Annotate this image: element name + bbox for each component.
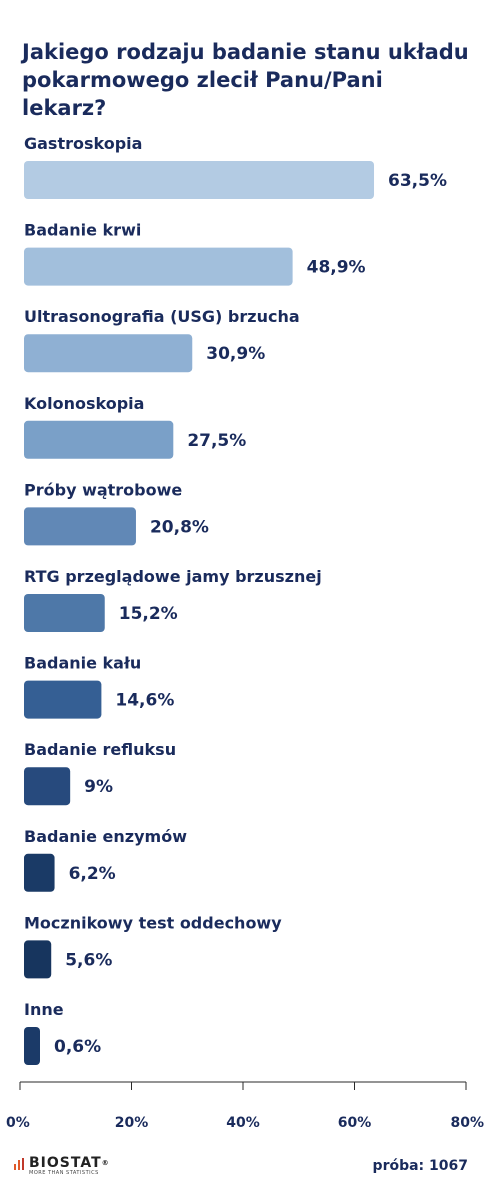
bar [24,767,71,806]
sample-size: próba: 1067 [372,1158,468,1174]
bar-chart: Gastroskopia 63,5% Badanie krwi 48,9% Ultras… [6,134,484,1131]
bar [24,594,105,632]
category-label: Mocznikowy test oddechowy [24,913,282,932]
bar [24,507,136,546]
footer: BIOSTAT® MORE THAN STATISTICS próba: 106… [0,1152,494,1182]
category-label: Badanie refluksu [24,740,176,759]
x-tick-label: 60% [338,1115,372,1131]
brand-registered-mark: ® [101,1159,110,1167]
value-label: 0,6% [54,1037,101,1057]
category-label: RTG przeglądowe jamy brzusznej [24,567,322,586]
x-tick-label: 40% [226,1115,260,1131]
x-tick-label: 20% [115,1115,149,1131]
brand-name: BIOSTAT [29,1155,102,1171]
brand-tagline: MORE THAN STATISTICS [29,1170,99,1176]
bar [24,1027,40,1065]
bar [24,161,375,199]
value-label: 63,5% [388,171,447,191]
category-label: Próby wątrobowe [24,480,182,499]
bar [24,680,102,719]
value-label: 30,9% [206,344,265,364]
category-label: Badanie enzymów [24,827,187,846]
value-label: 20,8% [150,517,209,537]
category-label: Badanie kału [24,654,141,673]
category-label: Kolonoskopia [24,394,144,413]
value-label: 14,6% [115,691,174,711]
x-tick-label: 80% [450,1115,484,1131]
value-label: 48,9% [307,258,366,278]
category-label: Gastroskopia [24,134,142,153]
value-label: 6,2% [69,864,116,884]
biostat-logo: BIOSTAT® MORE THAN STATISTICS [14,1156,110,1176]
bar [24,853,55,892]
bar [24,940,52,979]
value-label: 5,6% [65,950,112,970]
bar [24,420,174,459]
value-label: 9% [84,777,113,797]
x-tick-label: 0% [6,1115,30,1131]
value-label: 27,5% [187,431,246,451]
category-label: Badanie krwi [24,221,141,240]
bar [24,247,293,286]
chart-title: Jakiego rodzaju badanie stanu układu pok… [22,40,469,120]
value-label: 15,2% [119,604,178,624]
category-label: Inne [24,1000,64,1019]
logo-bars-icon [14,1158,24,1170]
bar [24,334,193,373]
category-label: Ultrasonografia (USG) brzucha [24,307,300,326]
